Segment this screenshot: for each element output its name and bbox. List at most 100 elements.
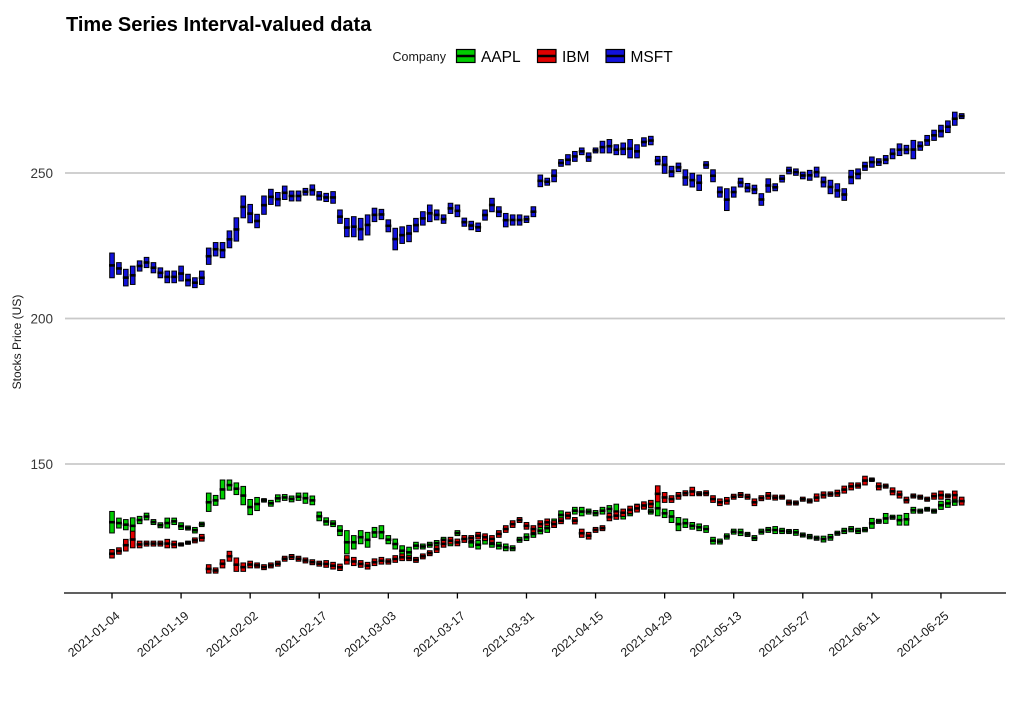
interval-center-mark — [157, 542, 164, 545]
interval-center-mark — [799, 497, 806, 501]
interval-center-mark — [855, 172, 862, 176]
interval-center-mark — [599, 509, 606, 513]
interval-center-mark — [212, 247, 219, 251]
interval-center-mark — [247, 563, 254, 566]
interval-center-mark — [226, 554, 233, 558]
legend-label-aapl: AAPL — [481, 49, 521, 66]
interval-center-mark — [730, 190, 737, 194]
x-tick-label: 2021-03-31 — [480, 609, 537, 660]
interval-center-mark — [454, 209, 461, 213]
interval-center-mark — [323, 196, 330, 199]
interval-center-mark — [654, 159, 661, 162]
interval-center-mark — [122, 523, 129, 526]
interval-center-mark — [184, 526, 191, 530]
interval-center-mark — [302, 190, 309, 194]
interval-center-mark — [744, 533, 751, 536]
interval-center-mark — [109, 520, 115, 524]
interval-center-mark — [281, 496, 288, 499]
interval-center-mark — [792, 501, 799, 505]
interval-center-mark — [198, 276, 205, 280]
interval-center-mark — [599, 145, 606, 149]
interval-center-mark — [765, 528, 772, 532]
interval-center-mark — [343, 558, 350, 562]
interval-center-mark — [461, 537, 468, 541]
interval-center-mark — [523, 217, 530, 221]
interval-center-mark — [772, 185, 779, 189]
interval-center-mark — [841, 529, 848, 533]
interval-center-mark — [274, 562, 281, 565]
interval-center-mark — [806, 174, 813, 177]
interval-center-mark — [558, 161, 565, 165]
interval-center-mark — [219, 562, 226, 566]
interval-center-mark — [309, 499, 316, 502]
interval-center-mark — [730, 495, 737, 499]
interval-center-mark — [834, 491, 841, 495]
interval-center-mark — [274, 197, 281, 201]
interval-center-mark — [951, 493, 958, 497]
interval-center-mark — [343, 540, 350, 544]
interval-center-mark — [385, 560, 392, 563]
interval-center-mark — [419, 555, 426, 558]
interval-center-mark — [730, 530, 737, 533]
interval-center-mark — [910, 494, 917, 498]
interval-center-mark — [661, 512, 668, 515]
interval-center-mark — [716, 540, 723, 543]
interval-center-mark — [350, 560, 357, 563]
interval-center-mark — [530, 210, 537, 213]
interval-center-mark — [129, 524, 136, 528]
interval-center-mark — [509, 522, 516, 526]
interval-center-mark — [896, 148, 903, 152]
interval-center-mark — [634, 507, 641, 510]
interval-center-mark — [295, 194, 302, 198]
interval-center-mark — [475, 543, 482, 547]
interval-center-mark — [447, 207, 454, 210]
interval-center-mark — [723, 499, 730, 503]
interval-center-mark — [613, 514, 620, 517]
interval-center-mark — [495, 544, 502, 547]
interval-center-mark — [564, 158, 571, 162]
interval-center-mark — [523, 524, 530, 528]
interval-center-mark — [710, 174, 716, 178]
interval-center-mark — [772, 496, 779, 499]
interval-center-mark — [350, 540, 357, 544]
interval-center-mark — [827, 185, 834, 189]
interval-center-mark — [336, 215, 343, 218]
interval-center-mark — [198, 536, 205, 540]
interval-center-mark — [779, 177, 786, 180]
interval-center-mark — [868, 160, 875, 164]
interval-center-mark — [295, 495, 302, 499]
interval-center-mark — [723, 198, 730, 201]
interval-center-mark — [150, 266, 157, 270]
legend-entry-ibm: IBM — [536, 48, 590, 66]
interval-center-mark — [357, 227, 364, 231]
interval-center-mark — [440, 538, 447, 542]
interval-center-mark — [703, 491, 710, 495]
interval-center-mark — [813, 496, 820, 499]
interval-center-mark — [191, 528, 198, 532]
interval-center-mark — [931, 134, 938, 137]
interval-center-mark — [882, 517, 889, 520]
interval-center-mark — [323, 562, 330, 566]
interval-center-mark — [661, 163, 668, 167]
interval-center-mark — [689, 178, 696, 182]
interval-center-mark — [585, 534, 592, 538]
y-tick-label-150: 150 — [30, 457, 53, 472]
interval-center-mark — [799, 174, 806, 177]
interval-center-mark — [488, 203, 495, 207]
interval-center-mark — [198, 523, 205, 526]
interval-center-mark — [654, 506, 661, 510]
interval-center-mark — [205, 500, 212, 504]
interval-center-mark — [937, 504, 944, 507]
interval-center-mark — [392, 557, 399, 561]
interval-center-mark — [675, 494, 682, 498]
interval-center-mark — [682, 521, 689, 525]
interval-center-mark — [599, 526, 606, 530]
interval-center-mark — [931, 494, 938, 498]
interval-center-mark — [792, 531, 799, 534]
interval-center-mark — [115, 521, 122, 525]
interval-center-mark — [129, 273, 136, 277]
interval-center-mark — [779, 529, 786, 533]
interval-center-mark — [537, 529, 544, 532]
interval-center-mark — [578, 531, 585, 535]
